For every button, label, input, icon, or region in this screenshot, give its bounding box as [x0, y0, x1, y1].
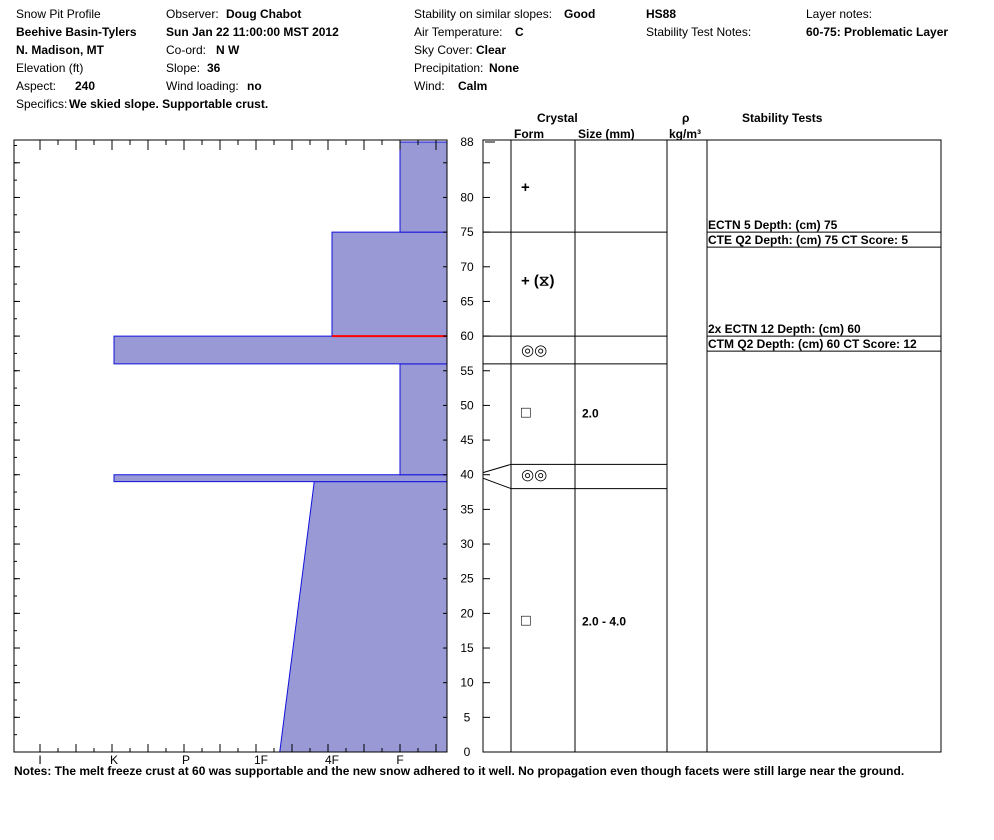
region: N. Madison, MT: [16, 43, 104, 57]
crystal-size-5: 2.0 - 4.0: [582, 614, 626, 628]
form-header: Form: [514, 127, 544, 141]
coord-label: Co-ord:: [166, 43, 207, 57]
x-tick-label: K: [110, 753, 118, 767]
precipitation-label: Precipitation:: [414, 61, 484, 75]
crystal-column: + + (⧖) ◎◎ □ 2.0 ◎◎ □ 2.0 - 4.0: [521, 179, 626, 629]
layer-boundaries: [482, 141, 667, 490]
air-temp-value: C: [515, 25, 524, 39]
specifics-label: Specifics:: [16, 97, 68, 111]
location-name: Beehive Basin-Tylers: [16, 25, 137, 39]
density-header: ρ: [682, 111, 690, 125]
density-unit: kg/m³: [669, 127, 702, 141]
y-tick-label: 60: [460, 329, 474, 343]
x-tick-label: 4F: [325, 753, 339, 767]
aspect-label: Aspect:: [16, 79, 57, 93]
hardness-layer-4: [331, 231, 448, 337]
depth-axis: 0 5 10 15 20 25 30 35 40 45 50 55 60 65 70 75 80 88: [14, 135, 490, 759]
layer-notes-label: Layer notes:: [806, 7, 873, 21]
stability-value: Good: [564, 7, 596, 21]
crystal-form-2: ◎◎: [521, 342, 547, 359]
y-tick-label: 70: [460, 260, 474, 274]
y-tick-label: 20: [460, 606, 474, 620]
y-tick-label: 25: [460, 572, 474, 586]
y-tick-label: 80: [460, 190, 474, 204]
hardness-layer-0: [279, 481, 448, 753]
y-tick-label: 35: [460, 502, 474, 516]
y-tick-label: 65: [460, 294, 474, 308]
elevation-label: Elevation (ft): [16, 61, 84, 75]
x-tick-label: I: [38, 753, 41, 767]
hardness-plot-frame: [13, 139, 448, 753]
crystal-size-3: 2.0: [582, 406, 599, 420]
sky-cover-value: Clear: [476, 43, 507, 57]
y-tick-label: 10: [460, 676, 474, 690]
hardness-layer-3: [113, 335, 448, 365]
x-tick-label: P: [182, 753, 190, 767]
observer-label: Observer:: [166, 7, 219, 21]
y-tick-label: 55: [460, 364, 474, 378]
stability-test-text-0-0: ECTN 5 Depth: (cm) 75: [708, 218, 838, 232]
pit-notes: Notes: The melt freeze crust at 60 was s…: [14, 764, 905, 778]
snow-height: HS88: [646, 7, 677, 21]
hardness-profile: [113, 141, 448, 753]
y-tick-label: 15: [460, 641, 474, 655]
crystal-form-1: + (⧖): [521, 273, 554, 290]
crystal-form-3: □: [521, 404, 531, 421]
stability-test-notes-label: Stability Test Notes:: [646, 25, 752, 39]
boundary-connector-upper: [482, 463, 512, 474]
chart-frames: [13, 139, 942, 753]
hardness-layer-1: [113, 474, 448, 483]
stability-test-text-1-1: CTM Q2 Depth: (cm) 60 CT Score: 12: [708, 337, 917, 351]
slope-value: 36: [207, 61, 221, 75]
coord-value: N W: [216, 43, 240, 57]
x-tick-label: 1F: [254, 753, 268, 767]
crystal-form-4: ◎◎: [521, 467, 547, 484]
y-tick-label: 75: [460, 225, 474, 239]
layer-notes-value: 60-75: Problematic Layer: [806, 25, 949, 39]
slope-label: Slope:: [166, 61, 201, 75]
observation-datetime: Sun Jan 22 11:00:00 MST 2012: [166, 25, 339, 39]
size-header: Size (mm): [578, 127, 635, 141]
observer-value: Doug Chabot: [226, 7, 302, 21]
crystal-form-5: □: [521, 612, 531, 629]
x-tick-label: F: [396, 753, 403, 767]
stability-label: Stability on similar slopes:: [414, 7, 553, 21]
y-tick-label: 88: [460, 135, 474, 149]
wind-loading-label: Wind loading:: [166, 79, 239, 93]
crystal-form-0: +: [521, 179, 530, 196]
hardness-layer-2: [399, 363, 448, 476]
stability-test-text-0-1: CTE Q2 Depth: (cm) 75 CT Score: 5: [708, 233, 908, 247]
air-temp-label: Air Temperature:: [414, 25, 503, 39]
y-tick-label: 30: [460, 537, 474, 551]
stability-tests-header: Stability Tests: [742, 111, 823, 125]
y-tick-label: 50: [460, 398, 474, 412]
boundary-connector-lower: [482, 477, 512, 490]
hardness-layer-5: [399, 141, 448, 233]
sky-cover-label: Sky Cover:: [414, 43, 473, 57]
hardness-axis: I K P 1F 4F F: [38, 140, 437, 767]
pit-title: Snow Pit Profile: [16, 7, 101, 21]
crystal-header: Crystal: [537, 111, 578, 125]
specifics-value: We skied slope. Supportable crust.: [69, 97, 269, 111]
y-tick-label: 45: [460, 433, 474, 447]
y-tick-label: 5: [464, 710, 471, 724]
y-tick-label: 0: [464, 745, 471, 759]
y-tick-label: 40: [460, 468, 474, 482]
stability-test-text-1-0: 2x ECTN 12 Depth: (cm) 60: [708, 322, 861, 336]
wind-loading-value: no: [247, 79, 262, 93]
layer-table-frame: [482, 139, 942, 753]
aspect-value: 240: [75, 79, 96, 93]
precipitation-value: None: [489, 61, 519, 75]
wind-value: Calm: [458, 79, 488, 93]
wind-label: Wind:: [414, 79, 445, 93]
